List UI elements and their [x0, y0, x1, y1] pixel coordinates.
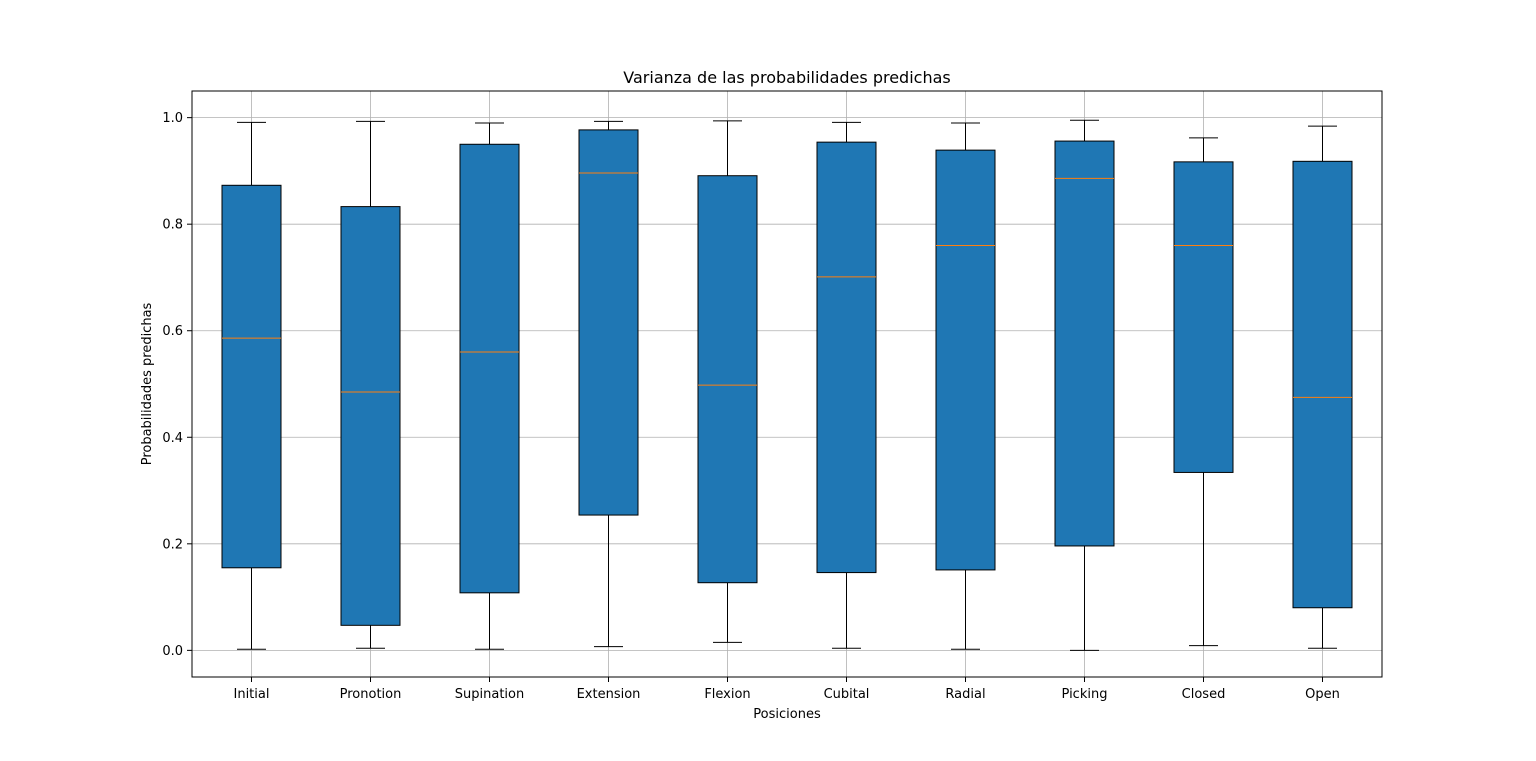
y-tick-label: 1.0: [162, 111, 183, 126]
x-tick-label: Supination: [455, 687, 524, 702]
box-pronotion: [340, 120, 401, 649]
y-tick-label: 0.4: [162, 431, 183, 446]
y-tick-label: 0.2: [162, 537, 183, 552]
chart-title: Varianza de las probabilidades predichas: [623, 68, 950, 87]
box-series: [221, 119, 1353, 651]
x-axis: Initial Pronotion Supination Extension Flexi…: [234, 677, 1340, 702]
x-tick-label: Radial: [945, 687, 985, 702]
box-closed: [1173, 137, 1234, 647]
x-tick-label: Pronotion: [340, 687, 402, 702]
box-body: [935, 149, 996, 571]
x-tick-label: Flexion: [704, 687, 750, 702]
x-tick-label: Picking: [1062, 687, 1108, 702]
box-body: [340, 206, 401, 626]
box-flexion: [697, 120, 758, 643]
box-body: [221, 184, 282, 569]
box-picking: [1054, 119, 1115, 651]
y-axis: 0.0 0.2 0.4 0.6 0.8 1.0: [162, 111, 192, 659]
x-tick-label: Open: [1305, 687, 1340, 702]
y-tick-label: 0.8: [162, 218, 183, 233]
x-tick-label: Closed: [1182, 687, 1226, 702]
box-radial: [935, 122, 996, 650]
box-body: [1292, 160, 1353, 609]
x-gridlines: [251, 91, 1323, 677]
box-body: [816, 141, 877, 574]
x-axis-label: Posiciones: [753, 707, 821, 722]
box-body: [697, 175, 758, 584]
plot-frame: [191, 90, 1383, 678]
box-body: [1054, 140, 1115, 547]
box-supination: [459, 122, 520, 650]
x-tick-label: Initial: [234, 687, 270, 702]
y-tick-label: 0.6: [162, 324, 183, 339]
box-body: [1173, 161, 1234, 473]
box-body: [578, 129, 639, 516]
box-body: [459, 143, 520, 594]
x-tick-label: Cubital: [824, 687, 870, 702]
y-axis-label: Probabilidades predichas: [140, 302, 155, 465]
box-extension: [578, 120, 639, 648]
x-tick-label: Extension: [577, 687, 641, 702]
box-initial: [221, 121, 282, 650]
y-tick-label: 0.0: [162, 644, 183, 659]
box-open: [1292, 125, 1353, 649]
box-cubital: [816, 121, 877, 649]
